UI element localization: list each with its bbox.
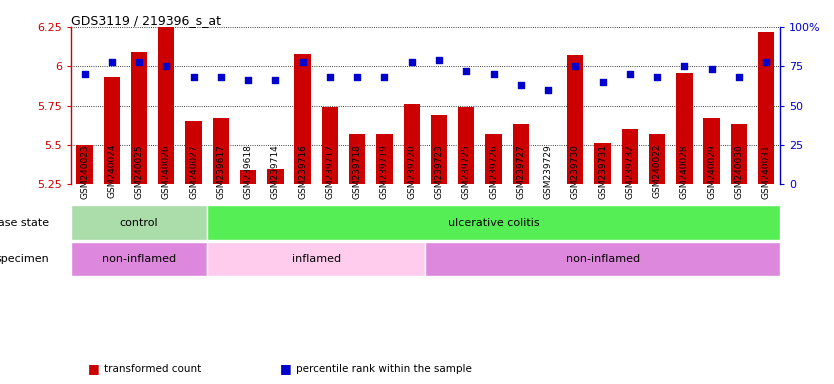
Text: transformed count: transformed count — [104, 364, 202, 374]
Text: ■: ■ — [88, 362, 99, 375]
Text: GSM239714: GSM239714 — [271, 144, 280, 199]
Point — [514, 82, 527, 88]
Point — [732, 74, 746, 80]
Text: GSM240028: GSM240028 — [680, 144, 689, 199]
Text: GSM239717: GSM239717 — [325, 144, 334, 199]
Bar — [158, 27, 174, 184]
Point — [405, 58, 419, 65]
Point — [623, 71, 636, 77]
Point — [378, 74, 391, 80]
Point — [133, 58, 146, 65]
Point — [214, 74, 228, 80]
Bar — [425, 242, 780, 276]
Bar — [213, 118, 229, 184]
Text: GDS3119 / 219396_s_at: GDS3119 / 219396_s_at — [71, 14, 221, 27]
Bar — [240, 170, 256, 184]
Bar — [567, 55, 584, 184]
Bar — [621, 129, 638, 184]
Bar — [513, 124, 529, 184]
Bar — [649, 134, 666, 184]
Bar — [207, 205, 780, 240]
Text: non-inflamed: non-inflamed — [565, 254, 640, 264]
Text: GSM239719: GSM239719 — [380, 144, 389, 199]
Point — [487, 71, 500, 77]
Bar — [458, 107, 475, 184]
Point — [678, 63, 691, 69]
Text: GSM239716: GSM239716 — [298, 144, 307, 199]
Text: GSM240026: GSM240026 — [162, 144, 171, 199]
Text: inflamed: inflamed — [292, 254, 341, 264]
Bar — [676, 73, 692, 184]
Text: percentile rank within the sample: percentile rank within the sample — [296, 364, 472, 374]
Text: GSM240027: GSM240027 — [189, 144, 198, 199]
Bar — [540, 184, 556, 189]
Bar — [485, 134, 502, 184]
Point — [187, 74, 200, 80]
Text: disease state: disease state — [0, 218, 49, 228]
Text: GSM239723: GSM239723 — [435, 144, 444, 199]
Point — [105, 58, 118, 65]
Point — [269, 77, 282, 83]
Bar — [595, 143, 610, 184]
Text: GSM240022: GSM240022 — [652, 144, 661, 199]
Point — [651, 74, 664, 80]
Text: GSM239729: GSM239729 — [544, 144, 553, 199]
Bar — [758, 31, 774, 184]
Bar — [71, 205, 207, 240]
Bar — [376, 134, 393, 184]
Point — [705, 66, 718, 73]
Bar — [703, 118, 720, 184]
Bar — [185, 121, 202, 184]
Bar — [77, 145, 93, 184]
Text: GSM240024: GSM240024 — [108, 144, 116, 199]
Text: GSM240025: GSM240025 — [134, 144, 143, 199]
Text: GSM239618: GSM239618 — [244, 144, 253, 199]
Text: GSM239730: GSM239730 — [570, 144, 580, 199]
Text: specimen: specimen — [0, 254, 49, 264]
Point — [569, 63, 582, 69]
Text: ulcerative colitis: ulcerative colitis — [448, 218, 540, 228]
Text: GSM239617: GSM239617 — [216, 144, 225, 199]
Point — [159, 63, 173, 69]
Text: non-inflamed: non-inflamed — [102, 254, 176, 264]
Point — [432, 57, 445, 63]
Bar — [349, 134, 365, 184]
Text: control: control — [120, 218, 158, 228]
Point — [350, 74, 364, 80]
Bar — [322, 107, 338, 184]
Point — [760, 58, 773, 65]
Text: ■: ■ — [279, 362, 291, 375]
Text: GSM240031: GSM240031 — [761, 144, 771, 199]
Bar — [404, 104, 420, 184]
Text: GSM239727: GSM239727 — [516, 144, 525, 199]
Text: GSM239726: GSM239726 — [489, 144, 498, 199]
Point — [324, 74, 337, 80]
Text: GSM240030: GSM240030 — [735, 144, 743, 199]
Point — [296, 58, 309, 65]
Bar — [131, 52, 148, 184]
Point — [78, 71, 91, 77]
Bar — [207, 242, 425, 276]
Bar — [731, 124, 747, 184]
Bar — [267, 169, 284, 184]
Point — [595, 79, 609, 85]
Text: GSM239720: GSM239720 — [407, 144, 416, 199]
Point — [460, 68, 473, 74]
Bar — [103, 77, 120, 184]
Text: GSM239731: GSM239731 — [598, 144, 607, 199]
Text: GSM240023: GSM240023 — [80, 144, 89, 199]
Text: GSM240029: GSM240029 — [707, 144, 716, 199]
Text: GSM239725: GSM239725 — [462, 144, 470, 199]
Bar — [431, 115, 447, 184]
Text: GSM239718: GSM239718 — [353, 144, 362, 199]
Text: GSM239732: GSM239732 — [626, 144, 635, 199]
Point — [242, 77, 255, 83]
Bar — [294, 54, 311, 184]
Bar — [71, 242, 207, 276]
Point — [541, 87, 555, 93]
